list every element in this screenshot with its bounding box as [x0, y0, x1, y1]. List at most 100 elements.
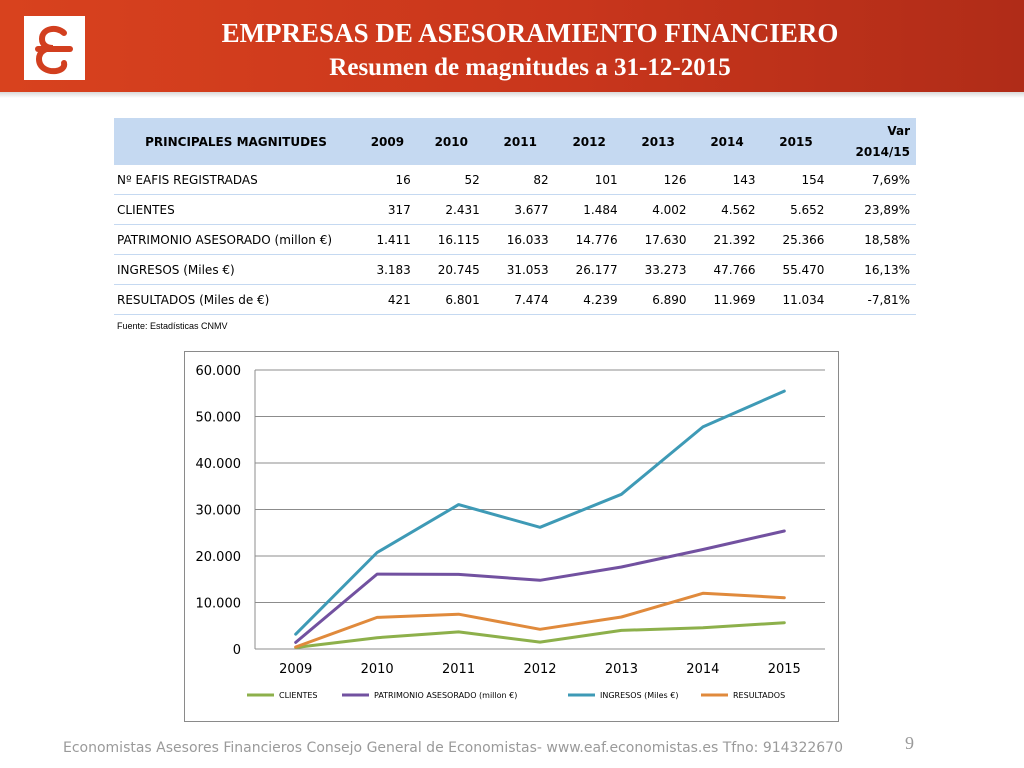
table-cell: 21.392 [692, 224, 762, 255]
footer-text: Economistas Asesores Financieros Consejo… [63, 740, 843, 756]
table-cell: 11.034 [761, 284, 831, 315]
row-label: RESULTADOS (Miles de €) [114, 284, 358, 315]
x-tick-label: 2009 [279, 662, 312, 677]
table-row: PATRIMONIO ASESORADO (millon €) 1.411 16… [114, 224, 916, 255]
table-cell: 4.239 [554, 284, 624, 315]
y-tick-label: 0 [233, 643, 241, 658]
row-label: Nº EAFIS REGISTRADAS [114, 165, 358, 195]
legend-label: INGRESOS (Miles €) [600, 691, 678, 700]
table-cell: 3.677 [485, 194, 555, 225]
table-cell: 47.766 [692, 254, 762, 285]
row-label: PATRIMONIO ASESORADO (millon €) [114, 224, 358, 255]
table-header-row: PRINCIPALES MAGNITUDES 2009 2010 2011 20… [114, 118, 916, 165]
table-cell: 126 [623, 165, 693, 195]
table-cell: 317 [358, 194, 417, 225]
table-cell: 52 [416, 165, 486, 195]
column-header: 2010 [416, 118, 486, 165]
y-tick-label: 20.000 [196, 550, 242, 565]
header-divider [0, 92, 1024, 98]
column-header: 2015 [761, 118, 831, 165]
row-label: CLIENTES [114, 194, 358, 225]
table-cell: 101 [554, 165, 624, 195]
column-header: 2014 [692, 118, 762, 165]
table-cell: 6.801 [416, 284, 486, 315]
table-row: CLIENTES 317 2.431 3.677 1.484 4.002 4.5… [114, 194, 916, 225]
table-cell: 1.411 [358, 224, 417, 255]
column-header: 2012 [554, 118, 624, 165]
table-cell: 16 [358, 165, 417, 195]
table-cell: 55.470 [761, 254, 831, 285]
table-row: Nº EAFIS REGISTRADAS 16 52 82 101 126 14… [114, 165, 916, 195]
row-label: INGRESOS (Miles €) [114, 254, 358, 285]
table-cell: 2.431 [416, 194, 486, 225]
table-cell: 7.474 [485, 284, 555, 315]
chart-axes: 0 10.000 20.000 30.000 40.000 50.000 60.000 200… [196, 364, 825, 677]
table-cell: 7,69% [830, 165, 916, 195]
legend-label: RESULTADOS [733, 691, 785, 700]
table-row: RESULTADOS (Miles de €) 421 6.801 7.474 … [114, 284, 916, 315]
y-tick-label: 60.000 [196, 364, 242, 379]
table-cell: 23,89% [830, 194, 916, 225]
x-tick-label: 2015 [768, 662, 801, 677]
table-cell: 154 [761, 165, 831, 195]
x-tick-label: 2011 [442, 662, 475, 677]
title-banner: EMPRESAS DE ASESORAMIENTO FINANCIERO Res… [0, 0, 1024, 92]
table-cell: 143 [692, 165, 762, 195]
x-tick-label: 2010 [361, 662, 394, 677]
table-row: INGRESOS (Miles €) 3.183 20.745 31.053 2… [114, 254, 916, 285]
table-cell: 4.002 [623, 194, 693, 225]
table-cell: 3.183 [358, 254, 417, 285]
table-cell: 16,13% [830, 254, 916, 285]
legend-label: CLIENTES [279, 691, 317, 700]
table-cell: 4.562 [692, 194, 762, 225]
table-cell: 31.053 [485, 254, 555, 285]
table-cell: 16.033 [485, 224, 555, 255]
table-cell: 11.969 [692, 284, 762, 315]
chart-gridlines [255, 369, 825, 603]
series-line-clientes [294, 621, 786, 649]
x-tick-label: 2014 [686, 662, 719, 677]
table-cell: 20.745 [416, 254, 486, 285]
series-line-ingresos-miles [294, 389, 786, 636]
page-subtitle: Resumen de magnitudes a 31-12-2015 [329, 54, 731, 81]
table-cell: 16.115 [416, 224, 486, 255]
table-cell: 17.630 [623, 224, 693, 255]
table-cell: 14.776 [554, 224, 624, 255]
series-line-patrimonio-asesorado-millon [294, 529, 786, 644]
eaf-logo-icon [35, 25, 73, 75]
column-header: 2011 [485, 118, 555, 165]
table-cell: 82 [485, 165, 555, 195]
legend-label: PATRIMONIO ASESORADO (millon €) [374, 691, 517, 700]
page-number: 9 [905, 733, 914, 753]
table-cell: 6.890 [623, 284, 693, 315]
logo [24, 16, 85, 80]
column-header: 2013 [623, 118, 693, 165]
y-tick-label: 30.000 [196, 504, 242, 519]
table-cell: 5.652 [761, 194, 831, 225]
chart-svg: 0 10.000 20.000 30.000 40.000 50.000 60.000 200… [196, 364, 825, 700]
x-tick-label: 2013 [605, 662, 638, 677]
chart-series [294, 389, 786, 649]
var-period: 2014/15 [855, 144, 910, 159]
table-source-note: Fuente: Estadísticas CNMV [117, 321, 228, 331]
y-tick-label: 40.000 [196, 457, 242, 472]
table-cell: 421 [358, 284, 417, 315]
line-chart: 0 10.000 20.000 30.000 40.000 50.000 60.000 200… [184, 351, 839, 722]
column-header-var: Var 2014/15 [830, 118, 916, 165]
page-title: EMPRESAS DE ASESORAMIENTO FINANCIERO [221, 18, 839, 48]
table-cell: 1.484 [554, 194, 624, 225]
magnitudes-table: PRINCIPALES MAGNITUDES 2009 2010 2011 20… [114, 118, 916, 315]
column-header: PRINCIPALES MAGNITUDES [114, 118, 358, 165]
chart-legend: CLIENTES PATRIMONIO ASESORADO (millon €) I… [247, 691, 785, 700]
table-cell: 18,58% [830, 224, 916, 255]
x-tick-label: 2012 [523, 662, 556, 677]
series-line-resultados [294, 591, 786, 649]
var-label: Var [887, 123, 910, 138]
column-header: 2009 [358, 118, 417, 165]
table-cell: 33.273 [623, 254, 693, 285]
table-cell: 25.366 [761, 224, 831, 255]
table-cell: -7,81% [830, 284, 916, 315]
y-tick-label: 50.000 [196, 411, 242, 426]
y-tick-label: 10.000 [196, 597, 242, 612]
table-cell: 26.177 [554, 254, 624, 285]
